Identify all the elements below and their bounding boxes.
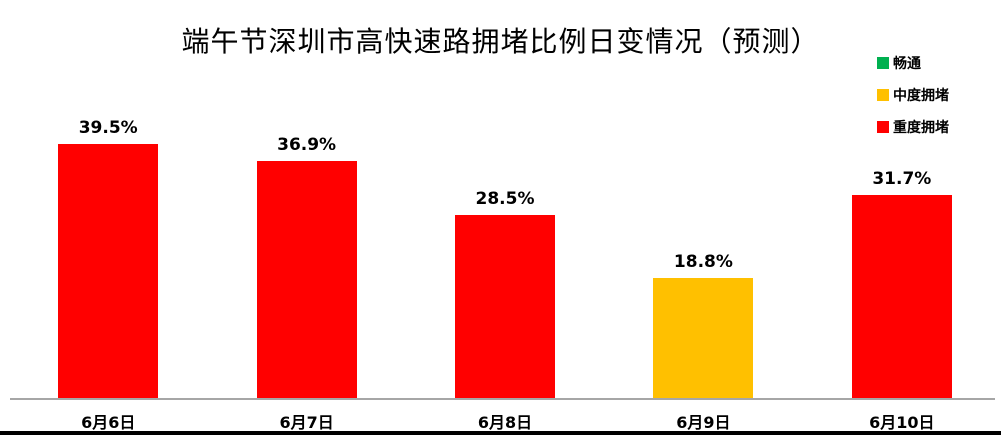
plot-area: 39.5% 36.9% 28.5% 18.8% 31.7%: [9, 109, 1001, 399]
legend-label: 重度拥堵: [893, 120, 949, 136]
bar-group: 39.5%: [9, 109, 207, 399]
x-axis-label: 6月8日: [477, 413, 533, 432]
x-axis-label: 6月9日: [676, 413, 731, 432]
legend: 畅通中度拥堵重度拥堵: [877, 51, 949, 147]
bar-value-label: 36.9%: [277, 135, 337, 155]
chart-title: 端午节深圳市高快速路拥堵比例日变情况（预测）: [181, 25, 820, 58]
bar: [851, 195, 952, 399]
x-axis-label: 6月7日: [279, 413, 334, 432]
bar: [653, 278, 754, 399]
bottom-border: [0, 431, 1001, 435]
bar: [455, 215, 556, 399]
bar-group: 31.7%: [803, 109, 1001, 399]
bar-value-label: 39.5%: [78, 118, 138, 138]
legend-swatch-icon: [877, 89, 889, 101]
bar-group: 18.8%: [604, 109, 802, 399]
legend-item: 中度拥堵: [877, 83, 949, 107]
legend-swatch-icon: [877, 57, 889, 69]
x-axis-label: 6月10日: [869, 413, 935, 432]
bar-group: 28.5%: [406, 109, 604, 399]
bar-group: 36.9%: [207, 109, 405, 399]
bar-value-label: 18.8%: [673, 252, 733, 272]
bar: [58, 144, 159, 399]
legend-label: 畅通: [893, 56, 921, 72]
x-axis-labels: 6月6日 6月7日 6月8日 6月9日 6月10日: [9, 403, 1001, 433]
legend-item: 重度拥堵: [877, 115, 949, 139]
legend-label: 中度拥堵: [893, 88, 949, 104]
bar-value-label: 28.5%: [475, 189, 535, 209]
bar: [256, 161, 357, 399]
legend-item: 畅通: [877, 51, 949, 75]
bar-value-label: 31.7%: [872, 169, 932, 189]
x-axis-label: 6月6日: [81, 413, 136, 432]
legend-swatch-icon: [877, 121, 889, 133]
x-axis-line: [10, 398, 995, 400]
